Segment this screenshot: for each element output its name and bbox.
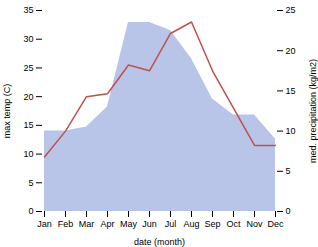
- svg-text:5: 5: [28, 178, 33, 188]
- svg-text:10: 10: [286, 126, 296, 136]
- svg-text:Jun: Jun: [142, 219, 157, 229]
- svg-text:30: 30: [23, 34, 33, 44]
- svg-text:Oct: Oct: [226, 219, 241, 229]
- svg-text:Feb: Feb: [58, 219, 74, 229]
- svg-text:med. precipitation (kg/m2): med. precipitation (kg/m2): [308, 59, 318, 163]
- svg-text:15: 15: [23, 120, 33, 130]
- svg-text:date (month): date (month): [134, 237, 185, 247]
- svg-text:Sep: Sep: [204, 219, 220, 229]
- svg-text:15: 15: [286, 86, 296, 96]
- svg-text:10: 10: [23, 149, 33, 159]
- svg-text:25: 25: [286, 5, 296, 15]
- svg-text:May: May: [120, 219, 138, 229]
- svg-text:Aug: Aug: [183, 219, 199, 229]
- svg-text:5: 5: [286, 166, 291, 176]
- svg-text:Apr: Apr: [100, 219, 114, 229]
- svg-text:0: 0: [28, 206, 33, 216]
- svg-text:25: 25: [23, 63, 33, 73]
- svg-text:Nov: Nov: [246, 219, 263, 229]
- svg-text:Jan: Jan: [37, 219, 52, 229]
- svg-text:Mar: Mar: [79, 219, 95, 229]
- svg-text:max temp (C): max temp (C): [2, 84, 12, 139]
- svg-text:35: 35: [23, 5, 33, 15]
- svg-text:20: 20: [23, 92, 33, 102]
- svg-text:20: 20: [286, 46, 296, 56]
- svg-text:Dec: Dec: [267, 219, 284, 229]
- svg-text:Jul: Jul: [165, 219, 177, 229]
- svg-text:0: 0: [286, 206, 291, 216]
